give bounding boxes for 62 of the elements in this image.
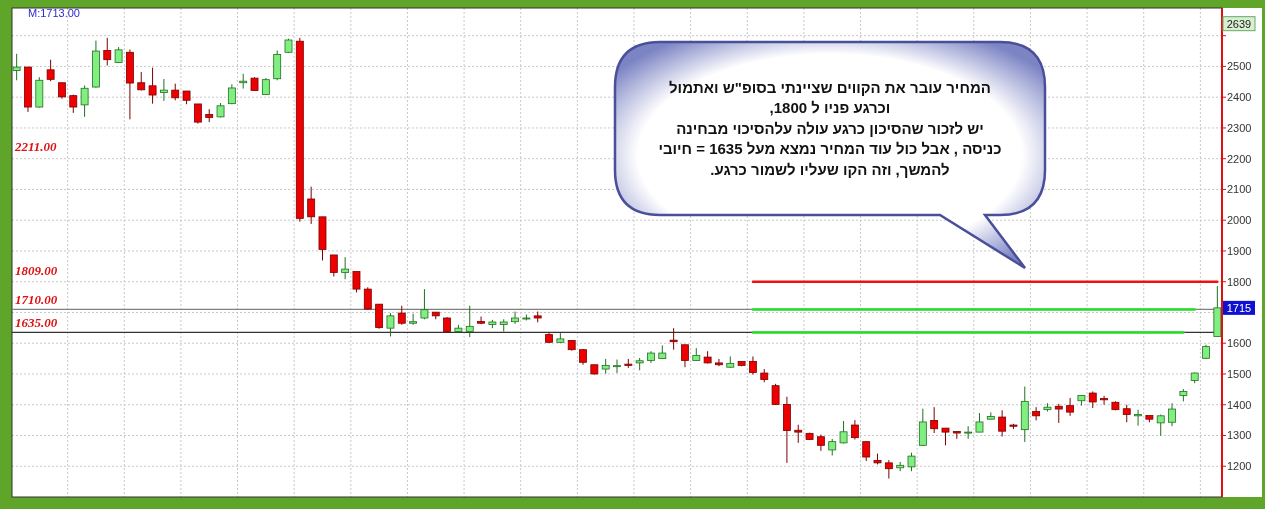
- candlestick: [511, 311, 519, 325]
- y-tick-label: 1800: [1227, 275, 1252, 288]
- candlestick: [1032, 406, 1041, 421]
- candlestick: [669, 327, 678, 351]
- annotation: המחיר עובר את הקווים שציינתי בסופ"ש ואתמול וכרגע פניו ל 1800, יש לזכור שהסיכון כרגע עולה עלהסיכוי מבחינה כניסה , אבל כול עוד המחיר נמצא מעל 1635 = חיובי להמשך, וזה הקו שעליו לשמור כרגע.: [658, 78, 1002, 178]
- annotation: M:1713.00: [28, 7, 80, 19]
- candlestick: [975, 412, 984, 433]
- candlestick: [159, 78, 168, 102]
- candlestick: [930, 406, 939, 434]
- candlestick: [352, 271, 361, 293]
- ref-line-label: 1710.00: [15, 292, 58, 308]
- y-tick-label: 1600: [1227, 337, 1252, 350]
- y-tick-label: 2200: [1227, 152, 1252, 165]
- candlestick: [80, 85, 89, 118]
- candlestick: [193, 103, 202, 125]
- annotation: 1809.00: [15, 263, 58, 278]
- candlestick: [477, 315, 485, 325]
- y-tick-label: 2000: [1227, 214, 1252, 227]
- candlestick: [749, 355, 757, 376]
- y-tick-label: 2300: [1227, 121, 1252, 134]
- candlestick: [998, 409, 1007, 437]
- candlestick: [46, 59, 55, 82]
- candlestick: [613, 359, 621, 374]
- candlestick: [329, 254, 338, 277]
- candlestick: [397, 305, 406, 326]
- y-tick-label: 2400: [1227, 91, 1252, 104]
- candlestick: [794, 424, 803, 444]
- candlestick: [918, 408, 927, 447]
- candlestick: [907, 452, 916, 472]
- candlestick: [1054, 403, 1063, 424]
- candlestick: [12, 53, 21, 81]
- annotation: 2211.00: [14, 139, 58, 154]
- candlestick: [1066, 397, 1075, 417]
- candlestick: [465, 305, 474, 338]
- candlestick: [307, 186, 316, 225]
- candlestick: [420, 288, 429, 320]
- candlestick: [862, 441, 871, 462]
- candlestick: [363, 286, 372, 311]
- candlestick: [681, 344, 689, 368]
- candlestick: [148, 67, 157, 105]
- y-tick-label: 1200: [1227, 460, 1252, 473]
- y-tick-label: 1300: [1227, 429, 1252, 442]
- text: 1715: [1226, 301, 1252, 314]
- candlestick: [341, 256, 350, 280]
- candlestick: [850, 419, 859, 440]
- y-tick-label: 1500: [1227, 367, 1252, 380]
- candlestick: [884, 459, 893, 480]
- candlestick: [715, 358, 723, 367]
- candlestick: [1100, 395, 1108, 406]
- ref-line-label: 1635.00: [15, 315, 58, 331]
- candlestick: [839, 420, 848, 444]
- y-tick-label: 2500: [1227, 60, 1252, 73]
- y-tick-label: 1400: [1227, 398, 1252, 411]
- candlestick: [1134, 409, 1142, 427]
- candlestick: [386, 312, 395, 337]
- candlestick: [375, 303, 384, 330]
- candlestick: [409, 313, 418, 326]
- y-tick-label: 2100: [1227, 183, 1252, 196]
- candlestick: [1168, 402, 1176, 427]
- candlestick: [103, 37, 112, 67]
- y-tick-label: 1900: [1227, 244, 1252, 257]
- y-tick-label: 2639: [1226, 17, 1252, 30]
